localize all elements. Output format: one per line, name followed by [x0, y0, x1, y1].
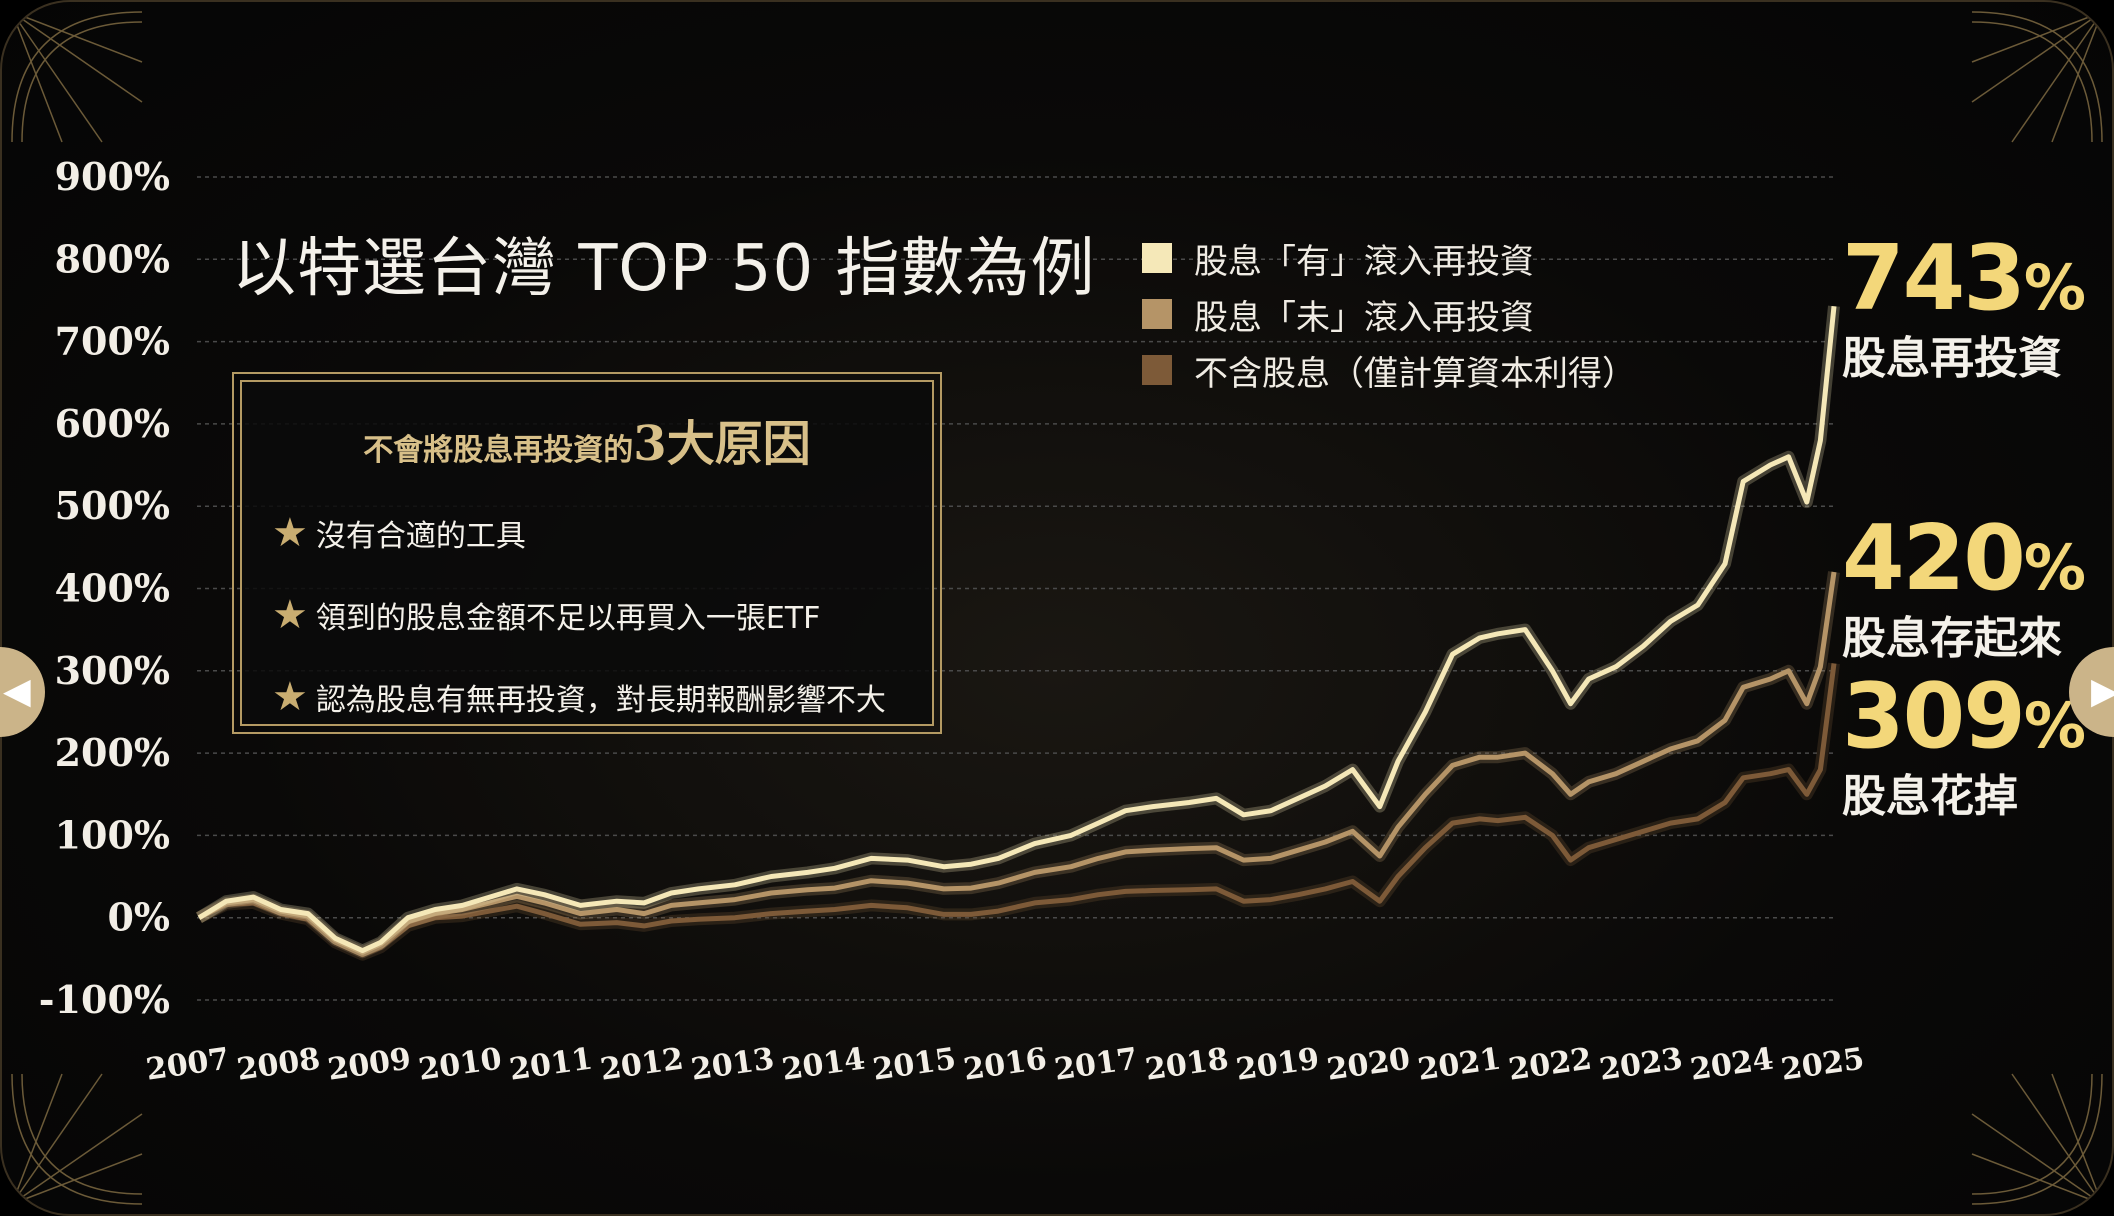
- callout-save-label: 股息存起來: [1842, 613, 2062, 664]
- x-tick-label: 2019: [1234, 1041, 1322, 1087]
- y-tick-label: 200%: [55, 730, 170, 775]
- star-icon: ★: [272, 592, 308, 638]
- x-tick-label: 2007: [144, 1041, 232, 1087]
- y-axis-ticks: -100% 0% 100% 200% 300% 400% 500% 600% 700% 800% 9…: [39, 154, 170, 1022]
- star-icon: ★: [272, 674, 308, 720]
- corner-ornament-bottom-left: [11, 1073, 143, 1205]
- chevron-right-icon: ▶: [2091, 671, 2114, 712]
- reason-text: 沒有合適的工具: [315, 519, 526, 554]
- y-tick-label: 400%: [55, 566, 170, 611]
- x-tick-label: 2025: [1779, 1041, 1867, 1087]
- x-tick-label: 2015: [871, 1041, 959, 1087]
- corner-ornament-bottom-right: [1971, 1073, 2103, 1205]
- legend-item-no-reinvest: 股息「未」滾入再投資: [1142, 286, 1636, 342]
- corner-ornament-top-right: [1971, 11, 2103, 143]
- corner-ornament-top-left: [11, 11, 143, 143]
- x-tick-label: 2022: [1506, 1041, 1594, 1087]
- reason-item: ★ 認為股息有無再投資，對長期報酬影響不大: [272, 656, 932, 738]
- x-tick-label: 2016: [961, 1041, 1049, 1087]
- x-tick-label: 2008: [235, 1041, 323, 1087]
- y-tick-label: -100%: [39, 977, 170, 1022]
- callout-spend-label: 股息花掉: [1842, 771, 2018, 822]
- chevron-left-icon: ◀: [3, 671, 31, 712]
- y-tick-label: 100%: [55, 812, 170, 857]
- x-tick-label: 2020: [1325, 1041, 1413, 1087]
- legend: 股息「有」滾入再投資 股息「未」滾入再投資 不含股息（僅計算資本利得）: [1142, 230, 1636, 398]
- x-tick-label: 2021: [1416, 1041, 1504, 1087]
- x-tick-label: 2024: [1688, 1041, 1776, 1087]
- reason-text: 領到的股息金額不足以再買入一張ETF: [315, 601, 821, 636]
- y-tick-label: 0%: [107, 895, 170, 940]
- reasons-title: 不會將股息再投資的3大原因: [242, 404, 932, 474]
- callout-reinvest: 743% 股息再投資: [1842, 226, 2086, 385]
- legend-label-price-only: 不含股息（僅計算資本利得）: [1194, 353, 1636, 394]
- legend-swatch-reinvest: [1142, 243, 1172, 273]
- legend-swatch-no-reinvest: [1142, 299, 1172, 329]
- x-tick-label: 2009: [326, 1041, 414, 1087]
- reasons-box: 不會將股息再投資的3大原因 ★ 沒有合適的工具 ★ 領到的股息金額不足以再買入一…: [232, 372, 942, 734]
- x-tick-label: 2012: [598, 1041, 686, 1087]
- x-tick-label: 2018: [1143, 1041, 1231, 1087]
- y-tick-label: 900%: [55, 154, 170, 199]
- x-tick-label: 2023: [1597, 1041, 1685, 1087]
- callout-reinvest-label: 股息再投資: [1842, 333, 2062, 384]
- chart-title: 以特選台灣 TOP 50 指數為例: [232, 232, 1096, 306]
- y-tick-label: 700%: [55, 319, 170, 364]
- callout-spend: 309% 股息花掉: [1842, 664, 2086, 823]
- series-lines: [195, 305, 1840, 961]
- series-line-no-reinvest: [197, 571, 1837, 955]
- legend-label-no-reinvest: 股息「未」滾入再投資: [1194, 297, 1534, 338]
- reasons-title-big: 3大原因: [633, 416, 811, 472]
- callout-save-value: 420%: [1842, 506, 2086, 611]
- series-line-reinvest: [197, 305, 1837, 954]
- callout-reinvest-value: 743%: [1842, 226, 2086, 331]
- y-tick-label: 600%: [55, 401, 170, 446]
- x-tick-label: 2017: [1052, 1041, 1140, 1087]
- x-tick-label: 2013: [689, 1041, 777, 1087]
- reason-item: ★ 領到的股息金額不足以再買入一張ETF: [272, 574, 932, 656]
- callout-spend-value: 309%: [1842, 664, 2086, 769]
- legend-label-reinvest: 股息「有」滾入再投資: [1194, 241, 1534, 282]
- legend-swatch-price-only: [1142, 355, 1172, 385]
- callout-save: 420% 股息存起來: [1842, 506, 2086, 665]
- legend-item-price-only: 不含股息（僅計算資本利得）: [1142, 342, 1636, 398]
- reason-text: 認為股息有無再投資，對長期報酬影響不大: [315, 683, 886, 718]
- y-tick-label: 300%: [55, 648, 170, 693]
- x-tick-label: 2010: [416, 1041, 504, 1087]
- x-tick-label: 2011: [507, 1041, 595, 1087]
- reasons-box-inner: 不會將股息再投資的3大原因 ★ 沒有合適的工具 ★ 領到的股息金額不足以再買入一…: [240, 380, 934, 726]
- x-tick-label: 2014: [780, 1041, 868, 1087]
- series-line-price-only: [197, 663, 1837, 958]
- y-tick-label: 500%: [55, 483, 170, 528]
- y-tick-label: 800%: [55, 236, 170, 281]
- x-axis-ticks: 2007 2008 2009 2010 2011 2012 2013 2014 2015 2016…: [144, 1041, 1867, 1087]
- reason-item: ★ 沒有合適的工具: [272, 492, 932, 574]
- star-icon: ★: [272, 510, 308, 556]
- reasons-title-prefix: 不會將股息再投資的: [363, 433, 634, 468]
- legend-item-reinvest: 股息「有」滾入再投資: [1142, 230, 1636, 286]
